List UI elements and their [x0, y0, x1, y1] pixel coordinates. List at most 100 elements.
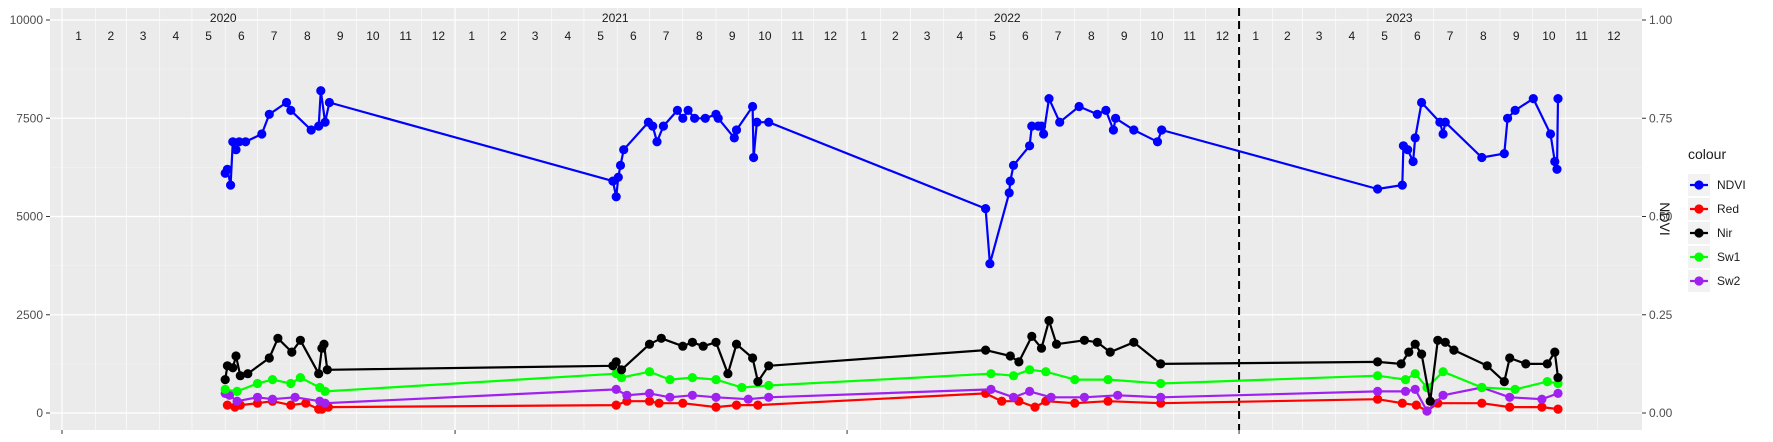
month-label: 7: [271, 29, 278, 43]
year-label: 2020: [210, 11, 237, 25]
series-line: [224, 319, 1560, 403]
data-point: [1005, 351, 1015, 361]
data-point: [986, 384, 996, 394]
data-point: [764, 392, 774, 402]
data-point: [1025, 141, 1035, 151]
data-point: [690, 113, 700, 123]
data-point: [997, 396, 1007, 406]
data-point: [611, 357, 621, 367]
month-label: 1: [468, 29, 475, 43]
data-point: [222, 164, 232, 174]
data-point: [1537, 402, 1547, 412]
data-point: [752, 117, 762, 127]
data-point: [622, 390, 632, 400]
data-point: [287, 347, 297, 357]
data-point: [220, 375, 230, 385]
data-point: [1510, 384, 1520, 394]
data-point: [711, 392, 721, 402]
data-point: [1025, 365, 1035, 375]
data-point: [1025, 386, 1035, 396]
data-point: [1505, 392, 1515, 402]
data-point: [1105, 347, 1115, 357]
month-label: 5: [205, 29, 212, 43]
month-label: 6: [1414, 29, 1421, 43]
data-point: [1036, 343, 1047, 353]
series-ndvi: [220, 86, 1563, 269]
month-label: 10: [1150, 29, 1164, 43]
data-point: [658, 121, 669, 131]
data-point: [232, 396, 242, 406]
data-point: [252, 378, 263, 389]
data-point: [1129, 125, 1139, 135]
series-sw2: [220, 382, 1563, 416]
data-point: [731, 125, 742, 135]
data-point: [1039, 129, 1049, 139]
legend-label: Nir: [1717, 226, 1732, 240]
legend-key-point: [1694, 276, 1704, 286]
month-label: 5: [989, 29, 996, 43]
data-point: [1505, 402, 1515, 412]
data-point: [1553, 373, 1563, 383]
left-tick-label: 5000: [16, 210, 43, 224]
data-point: [1044, 94, 1054, 104]
data-point: [672, 105, 683, 115]
month-label: 3: [140, 29, 147, 43]
data-point: [743, 394, 753, 404]
right-axis-title: NDVI: [1657, 202, 1673, 235]
data-point: [1111, 113, 1121, 123]
right-tick-label: 0.75: [1649, 111, 1673, 125]
data-point: [753, 400, 763, 410]
data-point: [1433, 335, 1443, 345]
month-label: 6: [630, 29, 637, 43]
data-point: [1537, 394, 1547, 404]
data-point: [286, 400, 296, 410]
data-point: [1550, 347, 1560, 357]
data-point: [613, 172, 623, 182]
data-point: [1404, 347, 1414, 357]
data-point: [1438, 367, 1448, 377]
data-point: [1403, 145, 1413, 155]
data-point: [267, 394, 278, 404]
data-point: [301, 398, 311, 408]
data-point: [619, 145, 629, 155]
month-label: 7: [1447, 29, 1454, 43]
data-point: [1055, 117, 1065, 127]
left-tick-label: 7500: [16, 111, 43, 125]
data-point: [1417, 97, 1427, 108]
data-point: [644, 339, 655, 349]
month-label: 8: [1088, 29, 1095, 43]
month-label: 1: [1252, 29, 1259, 43]
data-point: [1477, 152, 1487, 163]
data-point: [1041, 367, 1051, 377]
data-point: [654, 398, 664, 408]
data-point: [711, 402, 721, 412]
data-point: [1008, 392, 1019, 402]
data-point: [1433, 398, 1443, 408]
data-point: [1108, 125, 1118, 135]
data-point: [1005, 176, 1015, 186]
data-point: [698, 341, 708, 351]
data-point: [1101, 105, 1111, 115]
year-label: 2022: [994, 11, 1021, 25]
data-point: [678, 341, 688, 351]
month-label: 9: [729, 29, 736, 43]
data-point: [1521, 359, 1531, 369]
right-tick-label: 0.25: [1649, 308, 1673, 322]
data-point: [235, 371, 245, 381]
data-point: [295, 373, 305, 383]
data-point: [1408, 156, 1418, 167]
data-point: [1070, 375, 1080, 385]
data-point: [748, 353, 758, 363]
data-point: [1079, 392, 1089, 402]
data-point: [1553, 94, 1563, 104]
month-label: 3: [1316, 29, 1323, 43]
month-label: 5: [1381, 29, 1388, 43]
data-point: [273, 333, 283, 343]
data-point: [1051, 339, 1062, 349]
grid: [50, 8, 1642, 430]
data-point: [1550, 156, 1560, 167]
series-red: [222, 388, 1563, 416]
month-labels: 1 2 3 4 5 6 7 8 9 10 11 12 1 2 3 4 5 6 7 8 9 10 11 12 1 2 3 4 5 6 7 8 9 1…: [75, 29, 1621, 43]
data-point: [1400, 375, 1411, 385]
data-point: [1410, 384, 1420, 394]
